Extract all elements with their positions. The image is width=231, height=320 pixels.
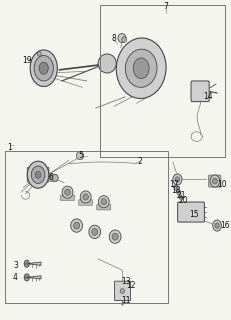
Ellipse shape [173, 174, 182, 185]
Text: 16: 16 [220, 221, 230, 230]
Bar [5, 151, 168, 303]
Ellipse shape [80, 191, 91, 203]
Text: 13: 13 [122, 277, 131, 286]
Text: 7: 7 [164, 2, 169, 11]
FancyBboxPatch shape [97, 204, 111, 210]
Ellipse shape [174, 185, 178, 190]
Ellipse shape [83, 194, 88, 200]
Text: 12: 12 [126, 281, 136, 291]
Text: 15: 15 [190, 210, 199, 219]
Ellipse shape [24, 260, 29, 267]
Text: 4: 4 [13, 274, 18, 283]
FancyBboxPatch shape [114, 281, 131, 300]
Ellipse shape [179, 195, 182, 199]
Text: 5: 5 [79, 151, 84, 160]
Ellipse shape [30, 50, 57, 86]
Ellipse shape [215, 223, 219, 228]
Ellipse shape [37, 52, 41, 56]
Ellipse shape [133, 58, 149, 79]
Text: 1: 1 [7, 143, 12, 152]
Text: 11: 11 [122, 296, 131, 305]
Polygon shape [27, 262, 41, 265]
FancyBboxPatch shape [209, 175, 221, 187]
FancyBboxPatch shape [191, 81, 209, 102]
Ellipse shape [120, 289, 125, 293]
Ellipse shape [92, 228, 98, 236]
Ellipse shape [31, 166, 45, 183]
Ellipse shape [175, 177, 180, 182]
Ellipse shape [62, 186, 73, 198]
Ellipse shape [213, 220, 221, 231]
Text: 8: 8 [112, 34, 116, 43]
Ellipse shape [24, 274, 29, 281]
Ellipse shape [65, 189, 70, 196]
Ellipse shape [116, 38, 166, 99]
Text: 2: 2 [138, 157, 143, 166]
Text: 3: 3 [13, 261, 18, 270]
Ellipse shape [71, 219, 82, 232]
Ellipse shape [52, 174, 58, 181]
Ellipse shape [101, 198, 107, 205]
Text: 17: 17 [169, 180, 179, 189]
Polygon shape [27, 276, 41, 279]
FancyBboxPatch shape [79, 200, 93, 205]
Text: 20: 20 [178, 196, 188, 204]
Bar [100, 5, 225, 157]
Ellipse shape [76, 152, 84, 160]
Ellipse shape [35, 171, 41, 178]
Text: 14: 14 [203, 92, 213, 101]
Ellipse shape [122, 303, 123, 305]
Ellipse shape [118, 34, 126, 43]
Text: 6: 6 [48, 173, 53, 182]
Ellipse shape [89, 225, 101, 239]
Ellipse shape [39, 62, 48, 74]
Text: 19: 19 [22, 56, 32, 65]
Ellipse shape [73, 222, 80, 229]
Ellipse shape [112, 233, 118, 240]
FancyBboxPatch shape [61, 195, 75, 200]
Ellipse shape [26, 276, 28, 279]
Ellipse shape [26, 262, 28, 265]
Ellipse shape [122, 37, 127, 43]
FancyBboxPatch shape [50, 174, 57, 181]
Ellipse shape [109, 230, 121, 243]
FancyBboxPatch shape [27, 167, 49, 182]
FancyBboxPatch shape [178, 202, 204, 222]
Text: 18: 18 [172, 186, 181, 195]
Ellipse shape [125, 49, 157, 87]
Ellipse shape [98, 54, 116, 73]
Ellipse shape [98, 196, 109, 208]
Ellipse shape [210, 175, 220, 187]
Text: 10: 10 [217, 180, 226, 189]
Ellipse shape [212, 178, 217, 184]
Ellipse shape [27, 161, 49, 188]
Ellipse shape [34, 56, 53, 81]
Text: 21: 21 [176, 191, 185, 200]
Ellipse shape [176, 190, 181, 195]
